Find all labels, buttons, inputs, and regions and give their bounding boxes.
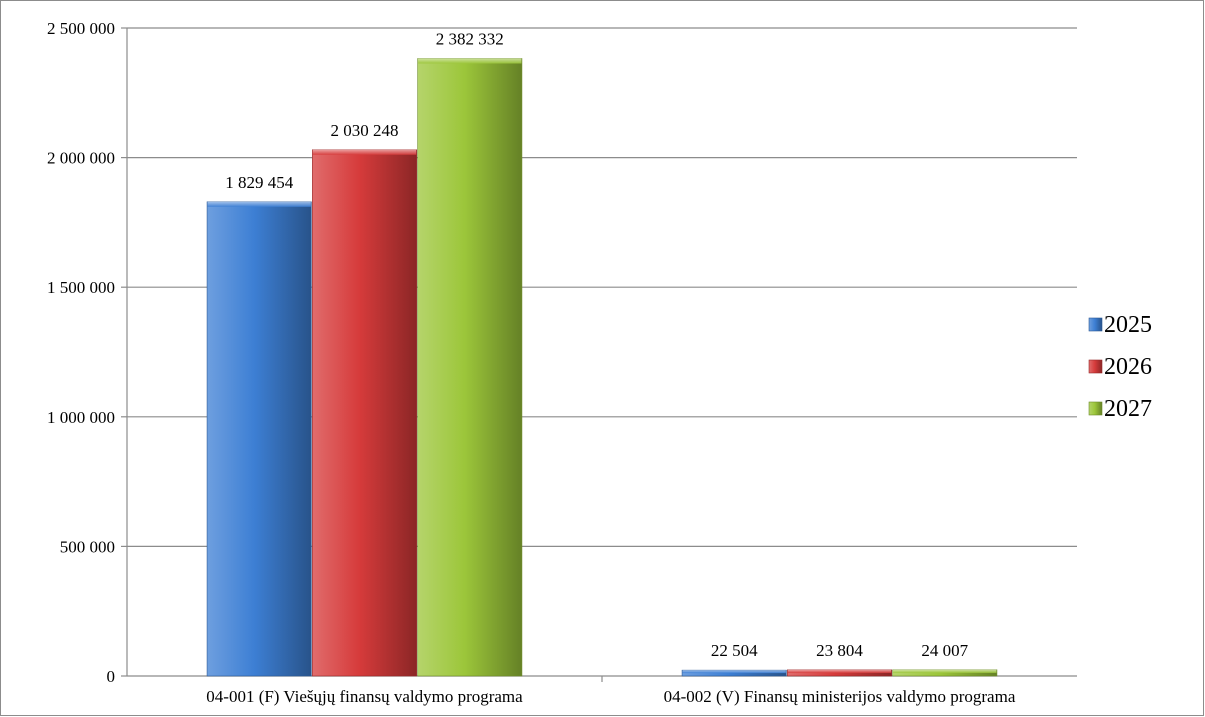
legend-swatch-2025	[1088, 317, 1103, 332]
data-label-2027-1: 2 382 332	[436, 29, 504, 48]
bar-highlight	[207, 201, 311, 207]
legend-label-2027: 2027	[1104, 396, 1152, 422]
legend-swatch-2026	[1088, 359, 1103, 374]
legend-label-2025: 2025	[1104, 312, 1152, 338]
y-tick-label: 0	[107, 667, 116, 686]
axes: 0 500 000 1 000 000 1 500 000 2 000 000 2 500…	[47, 19, 1077, 706]
bar-highlight	[682, 670, 786, 674]
data-label-2026-2: 23 804	[816, 641, 863, 660]
legend-label-2026: 2026	[1104, 354, 1152, 380]
data-label-2025-2: 22 504	[711, 641, 758, 660]
data-label-2027-2: 24 007	[921, 641, 968, 660]
legend-swatch-2027	[1088, 401, 1103, 416]
y-tick-label: 2 500 000	[47, 19, 115, 38]
x-category-label: 04-002 (V) Finansų ministerijos valdymo …	[664, 687, 1016, 706]
x-category-label: 04-001 (F) Viešųjų finansų valdymo progr…	[206, 687, 523, 706]
bar-highlight	[787, 669, 892, 673]
bar-2027-1	[417, 58, 523, 677]
data-label-2025-1: 1 829 454	[225, 173, 294, 192]
y-tick-label: 1 500 000	[47, 278, 115, 297]
y-tick-label: 500 000	[60, 537, 115, 556]
bars	[206, 58, 998, 677]
legend: 2025 2026 2027	[1088, 312, 1152, 422]
data-label-2026-1: 2 030 248	[331, 121, 399, 140]
bar-highlight	[312, 149, 417, 155]
bar-highlight	[418, 58, 522, 64]
data-labels: 1 829 454 2 030 248 2 382 332 22 504 23 804 2…	[225, 29, 968, 660]
bar-highlight	[893, 669, 997, 673]
bar-2025-1	[206, 201, 312, 677]
bar-2026-1	[312, 149, 417, 677]
y-tick-label: 2 000 000	[47, 149, 115, 168]
y-tick-label: 1 000 000	[47, 408, 115, 427]
